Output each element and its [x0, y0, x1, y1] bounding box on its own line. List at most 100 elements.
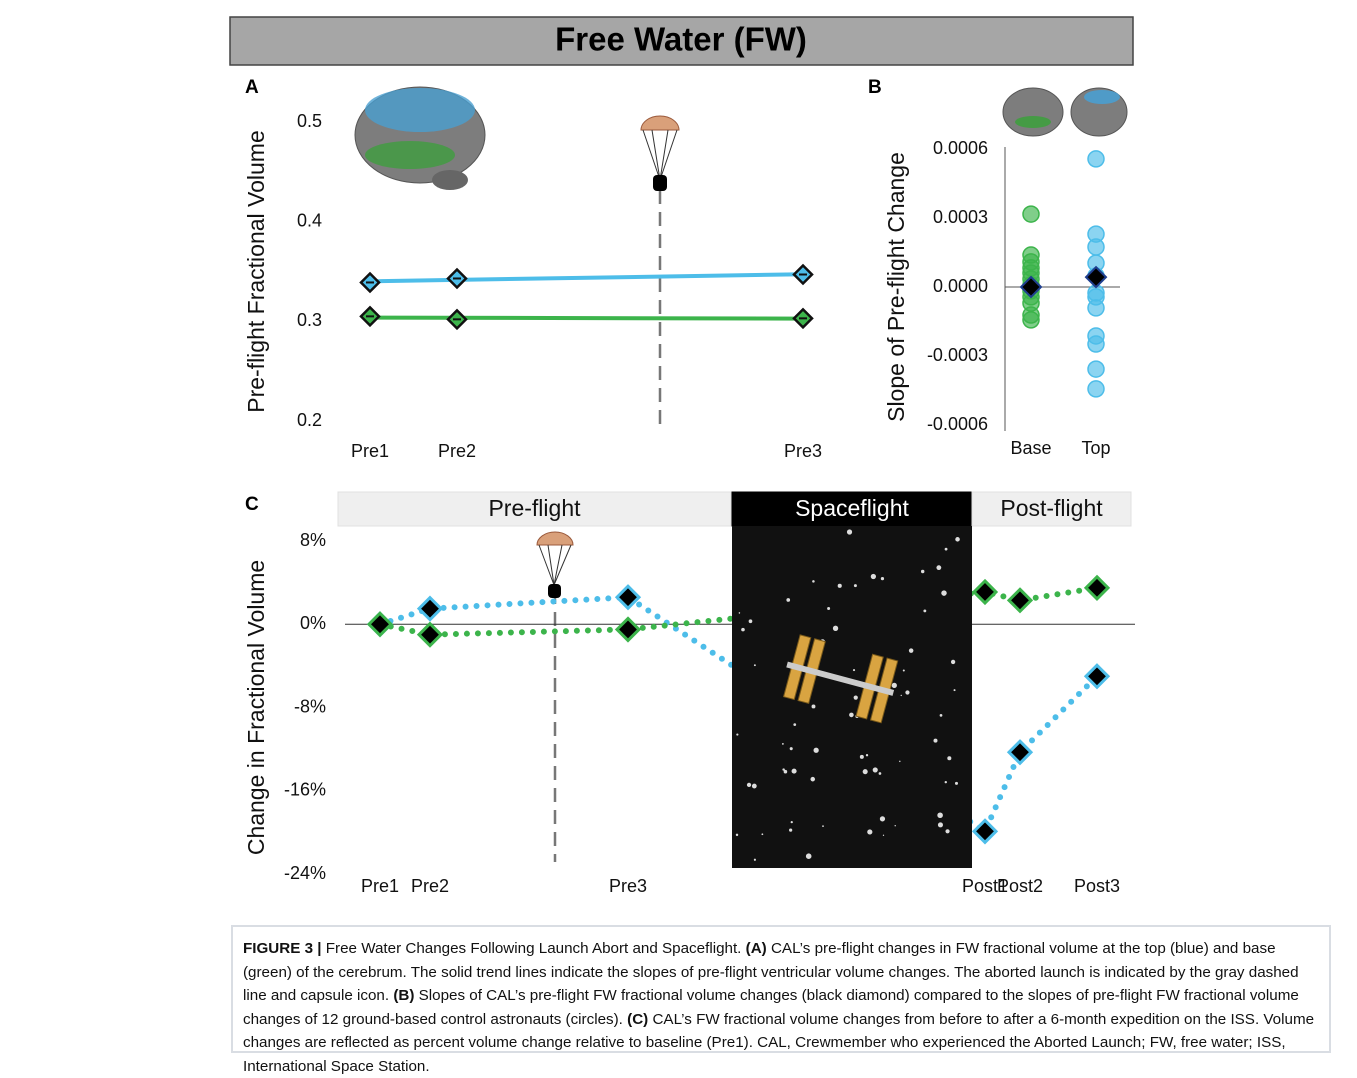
y-tick-label: 0.5 — [297, 111, 322, 131]
caption: FIGURE 3 | Free Water Changes Following … — [231, 925, 1331, 1053]
y-tick-label: -8% — [294, 696, 326, 716]
star — [860, 755, 864, 759]
page: {"title":"Free Water (FW)", "chart_data"… — [0, 0, 1357, 1063]
star — [752, 784, 757, 789]
group-label: Top — [1081, 438, 1110, 458]
control-point — [1088, 151, 1104, 167]
star — [947, 756, 951, 760]
x-tick-label: Pre3 — [609, 876, 647, 896]
star — [921, 570, 924, 573]
star — [880, 816, 885, 821]
panel-label: B — [868, 77, 882, 98]
point — [1009, 741, 1031, 763]
x-tick-label: Pre2 — [438, 441, 476, 461]
control-point — [1088, 239, 1104, 255]
phase-label: Pre-flight — [488, 495, 581, 521]
star — [895, 825, 896, 826]
star — [879, 772, 882, 775]
phase-label: Post-flight — [1000, 495, 1103, 521]
star — [903, 669, 905, 671]
star — [792, 769, 797, 774]
star — [955, 782, 958, 785]
star — [754, 664, 756, 666]
y-tick-label: 0% — [300, 613, 326, 633]
x-tick-label: Pre1 — [351, 441, 389, 461]
star — [790, 747, 793, 750]
star — [736, 733, 738, 735]
star — [937, 812, 943, 818]
star — [736, 834, 738, 836]
star — [741, 628, 745, 632]
star — [866, 754, 868, 756]
star — [867, 829, 872, 834]
y-tick-label: -0.0003 — [927, 345, 988, 365]
star — [883, 835, 884, 836]
capsule-icon — [537, 532, 573, 598]
caption-text: Free Water Changes Following Launch Abor… — [326, 940, 742, 957]
trend-line — [370, 274, 803, 281]
y-tick-label: -16% — [284, 780, 326, 800]
y-tick-label: 0.3 — [297, 310, 322, 330]
star — [814, 748, 819, 753]
star — [945, 781, 947, 783]
y-axis-label: Change in Fractional Volume — [243, 560, 269, 855]
star — [749, 619, 753, 623]
star — [863, 769, 868, 774]
star — [853, 669, 855, 671]
star — [854, 696, 858, 700]
control-point — [1088, 336, 1104, 352]
control-point — [1088, 361, 1104, 377]
control-point — [1088, 300, 1104, 316]
panel-label: C — [245, 494, 259, 515]
star — [838, 584, 842, 588]
caption-label: (B) — [393, 987, 414, 1004]
x-tick-label: Pre1 — [361, 876, 399, 896]
y-tick-label: 8% — [300, 530, 326, 550]
star — [905, 690, 909, 694]
control-point — [1088, 381, 1104, 397]
star — [955, 537, 960, 542]
star — [782, 743, 784, 745]
star — [782, 768, 784, 770]
star — [833, 626, 838, 631]
star — [899, 761, 900, 762]
star — [945, 829, 949, 833]
trend-line — [370, 318, 803, 319]
point — [1086, 577, 1108, 599]
spaceflight-image — [732, 526, 972, 868]
star — [812, 580, 815, 583]
cal-point — [1086, 267, 1106, 287]
y-tick-label: 0.0003 — [933, 207, 988, 227]
point — [974, 581, 996, 603]
y-tick-label: -0.0006 — [927, 414, 988, 434]
x-tick-label: Pre2 — [411, 876, 449, 896]
star — [786, 598, 790, 602]
phase-label: Spaceflight — [795, 495, 909, 521]
panel-label: A — [245, 77, 259, 98]
y-tick-label: -24% — [284, 863, 326, 883]
point — [1009, 589, 1031, 611]
figure-title: Free Water (FW) — [555, 21, 807, 58]
star — [933, 739, 937, 743]
y-tick-label: 0.0006 — [933, 138, 988, 158]
star — [789, 829, 792, 832]
plots: APre-flight Fractional Volume0.20.30.40.… — [243, 77, 1135, 896]
y-axis-label: Slope of Pre-flight Change — [883, 152, 909, 422]
y-tick-label: 0.2 — [297, 410, 322, 430]
star — [806, 853, 812, 859]
control-point — [1023, 206, 1039, 222]
point — [617, 586, 639, 608]
star — [938, 822, 943, 827]
y-tick-label: 0.0000 — [933, 276, 988, 296]
star — [810, 777, 815, 782]
control-point — [1023, 312, 1039, 328]
x-tick-label: Post3 — [1074, 876, 1120, 896]
star — [881, 577, 884, 580]
star — [747, 783, 751, 787]
star — [951, 660, 955, 664]
point — [369, 613, 391, 635]
group-label: Base — [1010, 438, 1051, 458]
star — [827, 607, 830, 610]
brain-icon — [355, 87, 485, 190]
